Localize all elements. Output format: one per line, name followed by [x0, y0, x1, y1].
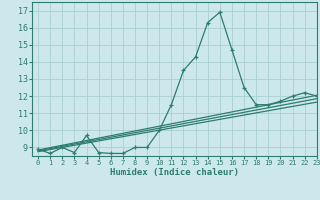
X-axis label: Humidex (Indice chaleur): Humidex (Indice chaleur) — [110, 168, 239, 177]
